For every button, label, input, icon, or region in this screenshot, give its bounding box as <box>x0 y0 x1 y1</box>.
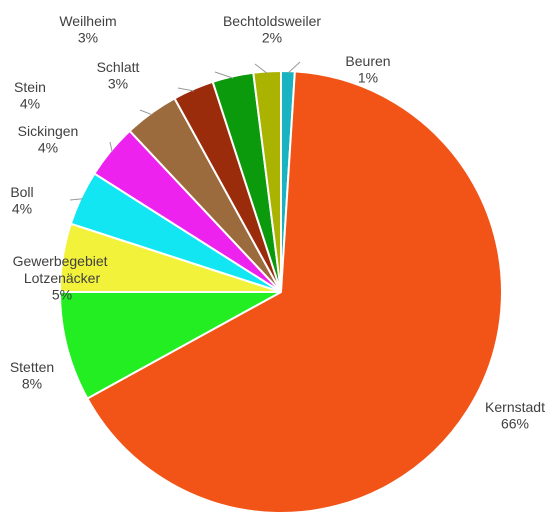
leader-line <box>109 141 113 153</box>
leader-line <box>254 63 268 74</box>
label-line: Lotzenäcker <box>24 270 101 286</box>
label-line: Boll <box>10 184 33 200</box>
slice-value-label: 3% <box>78 30 98 46</box>
slice-value-label: 5% <box>52 287 72 303</box>
leader-line <box>177 87 195 92</box>
leader-line <box>139 109 153 116</box>
slice-label: Beuren <box>345 53 390 69</box>
label-line: Gewerbegebiet <box>13 253 112 269</box>
label-line: Stetten <box>10 359 54 375</box>
pie-slice <box>58 291 282 400</box>
slice-label: Stetten <box>10 359 54 375</box>
slice-value-label: 8% <box>22 376 42 392</box>
slice-value-label: 4% <box>20 96 40 112</box>
pie-slice <box>85 70 503 514</box>
label-line: Stein <box>14 79 46 95</box>
label-line: Beuren <box>345 53 390 69</box>
slice-value-label: 4% <box>12 201 32 217</box>
slice-value-label: 1% <box>358 70 378 86</box>
label-line: Schlatt <box>97 59 140 75</box>
label-line: Kernstadt <box>485 399 545 415</box>
slice-label: Gewerbegebiet Lotzenäcker <box>13 253 112 286</box>
leader-line <box>69 198 83 201</box>
slice-label: Sickingen <box>18 123 79 139</box>
slice-label: Boll <box>10 184 33 200</box>
slice-label: Schlatt <box>97 59 140 75</box>
slice-value-label: 4% <box>38 140 58 156</box>
slice-label: Weilheim <box>59 13 116 29</box>
slice-label: Bechtoldsweiler <box>223 13 321 29</box>
pie-slice <box>252 69 282 293</box>
slice-value-label: 2% <box>262 30 282 46</box>
slice-label: Kernstadt <box>485 399 545 415</box>
slice-label: Stein <box>14 79 46 95</box>
label-line: Weilheim <box>59 13 116 29</box>
slice-value-label: 66% <box>501 416 529 432</box>
slice-value-label: 3% <box>108 76 128 92</box>
label-line: Bechtoldsweiler <box>223 13 321 29</box>
leader-line <box>287 61 301 74</box>
leader-line <box>214 71 234 79</box>
label-line: Sickingen <box>18 123 79 139</box>
